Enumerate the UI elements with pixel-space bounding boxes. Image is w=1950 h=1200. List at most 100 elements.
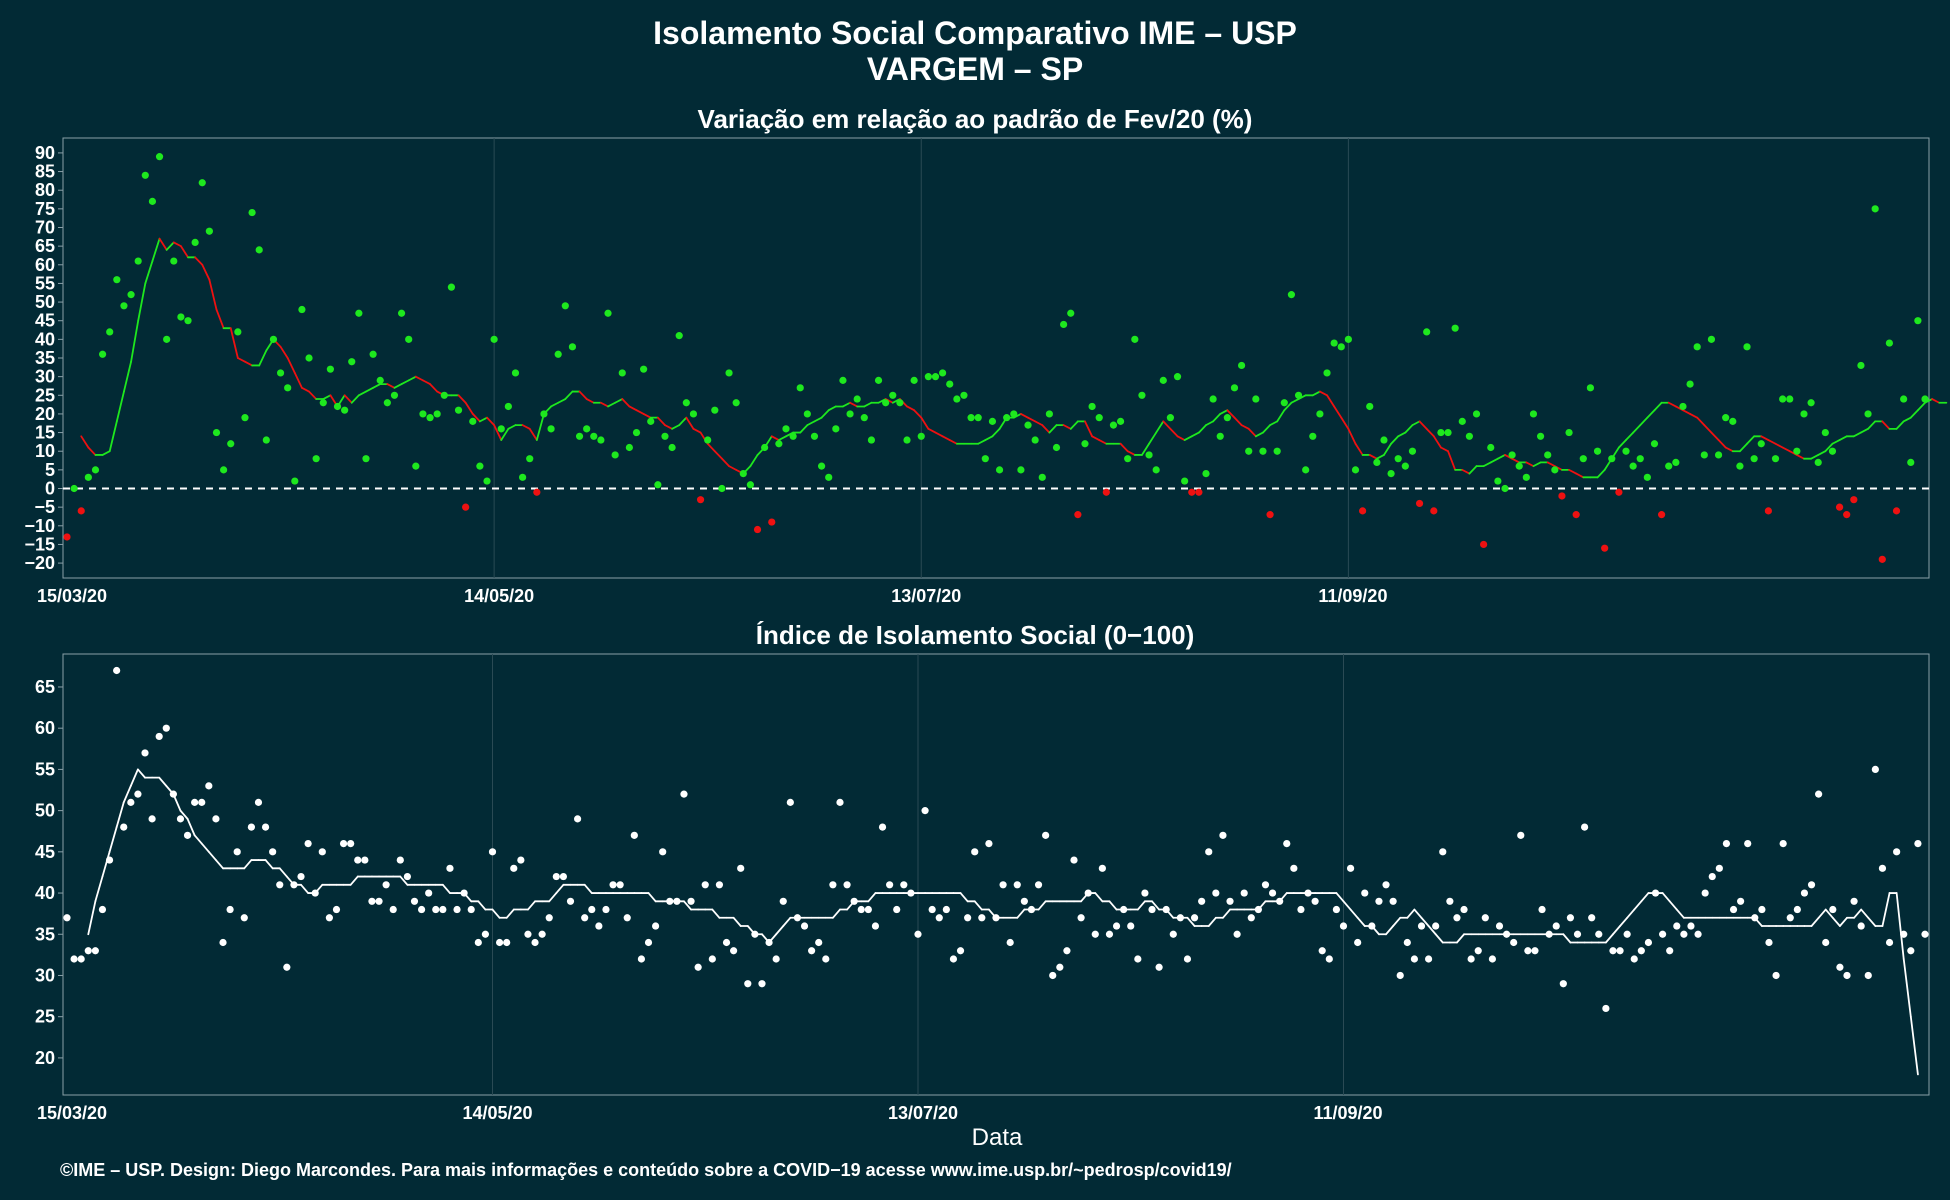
index-data-point <box>1439 848 1447 856</box>
variation-trend-segment <box>194 256 204 266</box>
variation-data-point <box>148 197 157 205</box>
variation-data-point <box>1800 410 1808 418</box>
variation-trend-segment <box>180 245 189 259</box>
index-trend-segment <box>94 875 104 903</box>
index-trend-segment <box>1335 892 1345 903</box>
variation-data-point <box>1088 402 1096 411</box>
variation-y-tick-label: 30 <box>35 367 55 387</box>
variation-trend-segment <box>1048 424 1058 434</box>
variation-data-point <box>1622 447 1630 455</box>
variation-data-point <box>611 451 619 459</box>
variation-data-point <box>1245 447 1253 455</box>
index-data-point <box>1666 947 1674 955</box>
panel2-title: Índice de Isolamento Social (0−100) <box>756 620 1195 650</box>
index-data-point <box>956 947 965 955</box>
index-data-point <box>1304 889 1312 897</box>
variation-trend-segment <box>1126 450 1136 456</box>
variation-data-point <box>383 399 391 407</box>
index-data-point <box>1609 947 1617 955</box>
page-title: Isolamento Social Comparativo IME – USP <box>653 15 1297 51</box>
variation-trend-segment <box>1197 424 1207 434</box>
variation-trend-segment <box>478 416 488 423</box>
variation-y-tick-label: 20 <box>35 404 55 424</box>
variation-trend-segment <box>1368 454 1378 460</box>
index-trend-segment <box>1037 900 1047 911</box>
variation-data-point <box>177 313 185 321</box>
index-data-point <box>1495 922 1504 930</box>
index-trend-segment <box>867 892 877 903</box>
variation-trend-segment <box>1432 435 1442 449</box>
index-data-point <box>843 881 851 889</box>
variation-data-point <box>205 227 213 235</box>
variation-trend-segment <box>1233 416 1243 427</box>
index-data-point <box>1559 980 1567 988</box>
variation-y-tick-label: 80 <box>35 180 55 200</box>
variation-trend-segment <box>87 446 97 456</box>
variation-data-point <box>120 302 128 310</box>
index-data-point <box>659 848 667 856</box>
variation-data-point <box>939 369 947 377</box>
variation-trend-segment <box>201 263 211 281</box>
variation-data-point <box>753 525 762 534</box>
x-axis-label: Data <box>972 1124 1023 1151</box>
index-data-point <box>1105 930 1114 938</box>
variation-data-point <box>540 410 548 418</box>
variation-trend-segment <box>671 424 681 430</box>
variation-trend-segment <box>977 439 987 445</box>
variation-trend-segment <box>984 435 994 441</box>
variation-data-point <box>1828 447 1837 455</box>
variation-trend-segment <box>692 427 702 434</box>
variation-trend-segment <box>1489 457 1499 464</box>
index-trend-segment <box>1824 908 1834 919</box>
variation-data-point <box>1736 462 1744 470</box>
index-trend-segment <box>1562 933 1572 944</box>
variation-trend-segment <box>258 349 268 367</box>
variation-data-point <box>796 384 804 392</box>
variation-trend-segment <box>123 360 132 393</box>
variation-data-point <box>212 428 221 437</box>
index-data-point <box>1375 897 1383 905</box>
variation-trend-segment <box>1568 468 1578 475</box>
variation-trend-segment <box>941 435 951 441</box>
index-trend-segment <box>711 908 721 919</box>
index-data-point <box>1290 864 1298 872</box>
variation-trend-segment <box>1795 454 1805 460</box>
variation-data-point <box>191 238 199 247</box>
variation-data-point <box>1544 451 1552 459</box>
variation-data-point <box>1188 488 1196 496</box>
variation-data-point <box>568 343 577 351</box>
index-data-point <box>495 938 504 947</box>
variation-trend-segment <box>656 416 666 427</box>
variation-data-point <box>782 425 790 433</box>
index-trend-segment <box>186 817 196 837</box>
variation-trend-segment <box>706 442 716 453</box>
index-data-point <box>559 872 568 881</box>
index-data-point <box>1885 938 1894 947</box>
variation-data-point <box>995 466 1004 474</box>
index-data-point <box>1581 823 1589 831</box>
index-trend-segment <box>207 850 217 861</box>
index-data-point <box>63 914 71 922</box>
index-data-point <box>1276 897 1284 905</box>
index-data-point <box>1772 971 1780 980</box>
variation-trend-segment <box>521 424 531 430</box>
variation-data-point <box>106 328 114 336</box>
variation-data-point <box>1252 395 1260 403</box>
variation-trend-segment <box>913 409 923 419</box>
variation-data-point <box>1366 402 1374 411</box>
variation-data-point <box>1166 414 1175 422</box>
variation-data-point <box>1010 410 1018 418</box>
variation-data-point <box>590 432 598 440</box>
variation-trend-segment <box>1062 424 1072 430</box>
index-data-point <box>652 922 660 930</box>
index-trend-segment <box>477 900 487 911</box>
variation-trend-segment <box>1881 420 1891 430</box>
variation-trend-segment <box>1724 446 1734 453</box>
variation-trend-segment <box>607 401 617 408</box>
index-data-point <box>389 905 397 914</box>
variation-data-point <box>305 354 313 362</box>
variation-data-point <box>711 406 719 414</box>
variation-trend-segment <box>721 457 730 468</box>
index-data-point <box>616 881 624 889</box>
variation-trend-segment <box>991 427 1001 438</box>
